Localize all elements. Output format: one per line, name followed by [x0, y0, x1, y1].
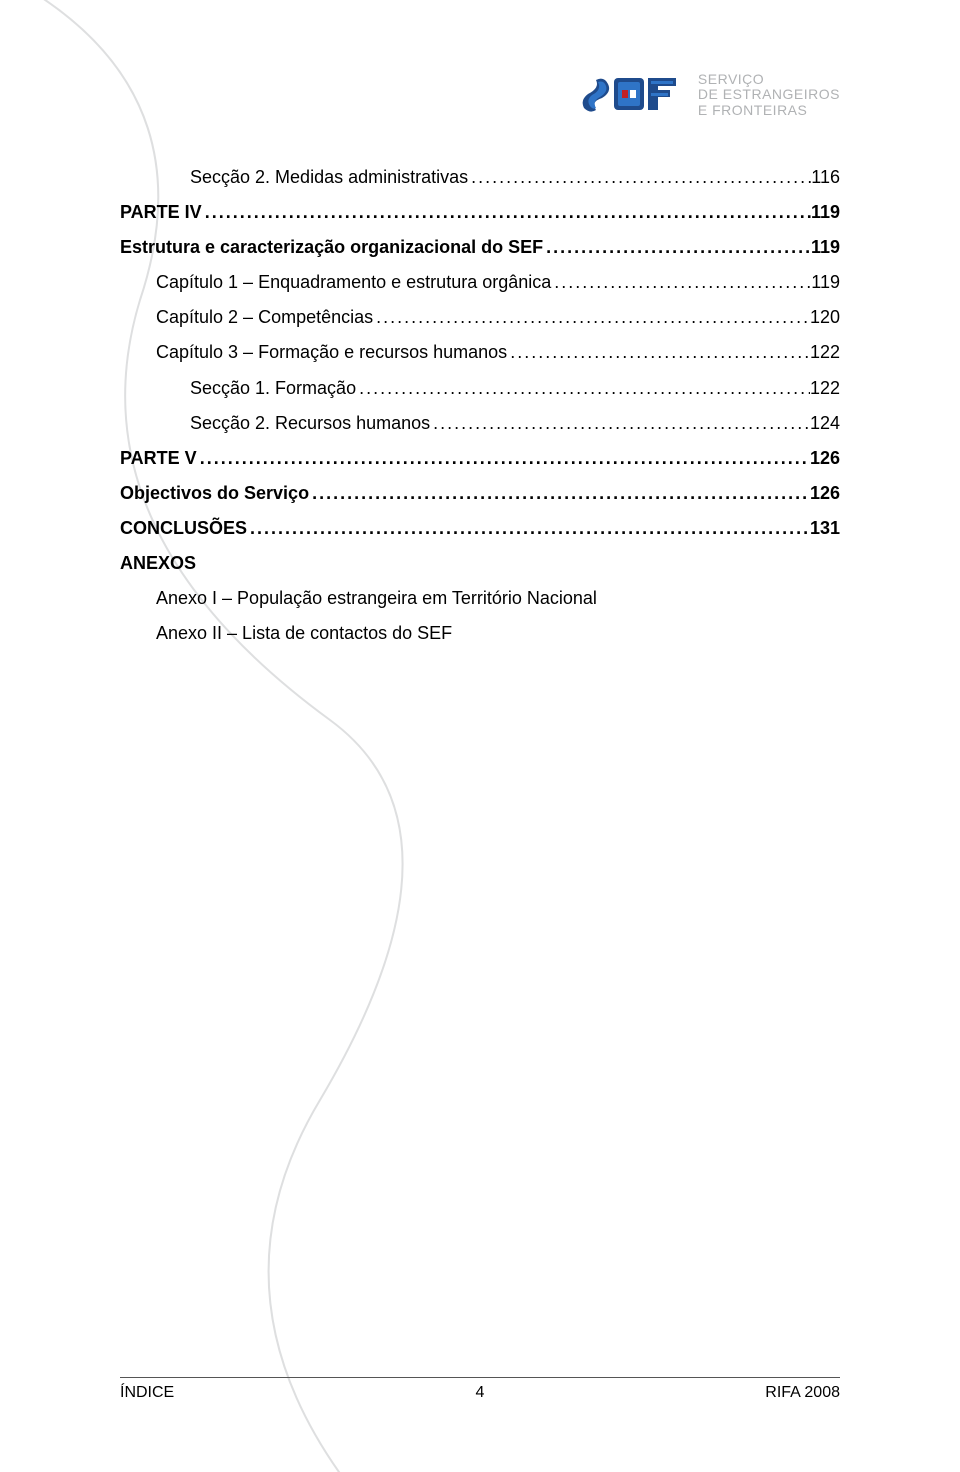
logo-text-line: DE ESTRANGEIROS	[698, 87, 840, 102]
logo-text-line: E FRONTEIRAS	[698, 103, 840, 118]
toc-label: Objectivos do Serviço	[120, 476, 309, 511]
toc-row: CONCLUSÕES..............................…	[120, 511, 840, 546]
toc-label: Estrutura e caracterização organizaciona…	[120, 230, 543, 265]
toc-page-number: 126	[810, 441, 840, 476]
toc-page-number: 126	[810, 476, 840, 511]
page-content: SERVIÇO DE ESTRANGEIROS E FRONTEIRAS Sec…	[0, 0, 960, 1472]
toc-row: Capítulo 1 – Enquadramento e estrutura o…	[120, 265, 840, 300]
toc-row: Secção 2. Medidas administrativas.......…	[120, 160, 840, 195]
logo-text: SERVIÇO DE ESTRANGEIROS E FRONTEIRAS	[698, 72, 840, 118]
toc-row: Estrutura e caracterização organizaciona…	[120, 230, 840, 265]
toc-page-number: 131	[810, 511, 840, 546]
toc-row: Secção 2. Recursos humanos..............…	[120, 406, 840, 441]
toc-leader-dots: ........................................…	[430, 406, 810, 441]
toc-leader-dots: ........................................…	[543, 230, 811, 265]
header: SERVIÇO DE ESTRANGEIROS E FRONTEIRAS	[120, 70, 840, 120]
toc-row: Objectivos do Serviço...................…	[120, 476, 840, 511]
toc-leader-dots: ........................................…	[373, 300, 810, 335]
toc-leader-dots: ........................................…	[197, 441, 810, 476]
toc-page-number: 119	[811, 265, 840, 300]
toc-leader-dots: ........................................…	[507, 335, 810, 370]
table-of-contents: Secção 2. Medidas administrativas.......…	[120, 160, 840, 651]
toc-leader-dots: ........................................…	[202, 195, 811, 230]
toc-label: ANEXOS	[120, 546, 196, 581]
toc-leader-dots: ........................................…	[551, 265, 811, 300]
toc-row: ANEXOS..................................…	[120, 546, 840, 581]
toc-leader-dots: ........................................…	[309, 476, 810, 511]
toc-label: Anexo II – Lista de contactos do SEF	[156, 616, 452, 651]
toc-label: CONCLUSÕES	[120, 511, 247, 546]
toc-leader-dots: ........................................…	[356, 371, 810, 406]
logo-text-line: SERVIÇO	[698, 72, 840, 87]
footer: ÍNDICE 4 RIFA 2008	[120, 1377, 840, 1402]
toc-label: PARTE IV	[120, 195, 202, 230]
toc-label: Capítulo 2 – Competências	[156, 300, 373, 335]
toc-page-number: 120	[810, 300, 840, 335]
toc-row: Anexo II – Lista de contactos do SEF....…	[120, 616, 840, 651]
toc-label: Secção 2. Recursos humanos	[190, 406, 430, 441]
toc-label: Secção 1. Formação	[190, 371, 356, 406]
toc-page-number: 119	[811, 195, 840, 230]
toc-row: PARTE V.................................…	[120, 441, 840, 476]
toc-label: Secção 2. Medidas administrativas	[190, 160, 468, 195]
toc-label: PARTE V	[120, 441, 197, 476]
toc-page-number: 122	[810, 335, 840, 370]
toc-row: Secção 1. Formação......................…	[120, 371, 840, 406]
logo: SERVIÇO DE ESTRANGEIROS E FRONTEIRAS	[578, 70, 840, 120]
toc-label: Anexo I – População estrangeira em Terri…	[156, 581, 597, 616]
sef-logo-icon	[578, 70, 688, 120]
toc-row: Capítulo 2 – Competências...............…	[120, 300, 840, 335]
footer-center: 4	[120, 1384, 840, 1402]
toc-page-number: 119	[811, 230, 840, 265]
toc-label: Capítulo 1 – Enquadramento e estrutura o…	[156, 265, 551, 300]
toc-leader-dots: ........................................…	[247, 511, 810, 546]
toc-page-number: 124	[810, 406, 840, 441]
toc-page-number: 122	[810, 371, 840, 406]
toc-row: Anexo I – População estrangeira em Terri…	[120, 581, 840, 616]
toc-leader-dots: ........................................…	[468, 160, 811, 195]
toc-row: Capítulo 3 – Formação e recursos humanos…	[120, 335, 840, 370]
toc-row: PARTE IV................................…	[120, 195, 840, 230]
toc-page-number: 116	[811, 160, 840, 195]
toc-label: Capítulo 3 – Formação e recursos humanos	[156, 335, 507, 370]
